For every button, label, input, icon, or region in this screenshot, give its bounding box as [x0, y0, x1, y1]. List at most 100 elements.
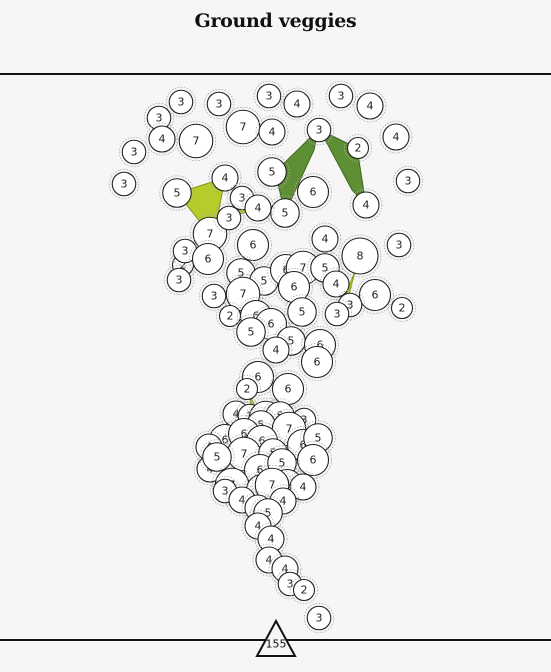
node-value: 2 — [301, 584, 308, 597]
puzzle-node[interactable]: 3 — [303, 602, 335, 634]
puzzle-node[interactable]: 3 — [321, 298, 353, 330]
puzzle-node[interactable]: 6 — [234, 226, 272, 264]
node-circle — [148, 125, 176, 153]
puzzle-node[interactable]: 6 — [294, 173, 332, 211]
puzzle-node[interactable]: 2 — [388, 294, 416, 322]
node-value: 7 — [300, 262, 307, 275]
node-value: 6 — [257, 464, 264, 477]
puzzle-node[interactable]: 5 — [267, 195, 303, 231]
puzzle-node[interactable]: 4 — [353, 89, 387, 123]
puzzle-node[interactable]: 3 — [203, 88, 235, 120]
puzzle-node[interactable]: 2 — [344, 134, 372, 162]
node-value: 6 — [255, 371, 262, 384]
node-halo — [298, 343, 336, 381]
node-value: 4 — [273, 344, 280, 357]
node-circle — [270, 198, 300, 228]
node-halo — [338, 234, 382, 278]
node-value: 4 — [233, 408, 240, 421]
node-circle — [166, 267, 192, 293]
node-value: 3 — [176, 274, 183, 287]
puzzle-node[interactable]: 3 — [325, 80, 357, 112]
node-value: 6 — [310, 186, 317, 199]
puzzle-node[interactable]: 2 — [290, 576, 318, 604]
puzzle-node[interactable]: 5 — [254, 154, 290, 190]
puzzle-node[interactable]: 4 — [280, 87, 314, 121]
node-value: 5 — [248, 326, 255, 339]
puzzle-node[interactable]: 3 — [118, 136, 150, 168]
node-value: 7 — [240, 288, 247, 301]
node-value: 4 — [322, 233, 329, 246]
node-value: 2 — [355, 142, 362, 155]
puzzle-node[interactable]: 4 — [308, 222, 342, 256]
node-value: 5 — [282, 207, 289, 220]
node-circle — [121, 139, 147, 165]
node-halo — [239, 358, 277, 396]
node-value: 6 — [285, 383, 292, 396]
node-value: 3 — [182, 245, 189, 258]
node-value: 6 — [259, 435, 266, 448]
node-halo — [284, 294, 320, 330]
puzzle-node[interactable]: 6 — [298, 343, 336, 381]
node-value: 3 — [239, 192, 246, 205]
puzzle-node[interactable]: 5 — [159, 175, 195, 211]
node-circle — [322, 270, 350, 298]
node-value: 3 — [405, 175, 412, 188]
puzzle-node[interactable]: 3 — [169, 235, 201, 267]
puzzle-node[interactable]: 5 — [284, 294, 320, 330]
node-halo — [250, 495, 286, 531]
puzzle-node[interactable]: 4 — [145, 122, 179, 156]
node-value: 8 — [357, 250, 364, 263]
node-value: 6 — [253, 310, 260, 323]
puzzle-node[interactable]: 3 — [163, 264, 195, 296]
puzzle-node[interactable]: 6 — [356, 276, 394, 314]
node-value: 6 — [222, 434, 229, 447]
node-halo — [307, 250, 343, 286]
puzzle-node[interactable]: 6 — [275, 268, 313, 306]
puzzle-node[interactable]: 4 — [349, 188, 383, 222]
puzzle-node[interactable]: 3 — [253, 80, 285, 112]
node-circle — [324, 301, 350, 327]
node-circle — [235, 377, 259, 401]
puzzle-node[interactable]: 4 — [255, 115, 289, 149]
node-value: 4 — [280, 495, 287, 508]
node-value: 6 — [317, 339, 324, 352]
puzzle-node[interactable]: 5 — [199, 439, 235, 475]
node-halo — [303, 602, 335, 634]
node-circle — [111, 171, 137, 197]
node-value: 7 — [286, 423, 293, 436]
node-halo — [198, 280, 230, 312]
node-circle — [211, 164, 239, 192]
node-circle — [283, 90, 311, 118]
node-halo — [294, 173, 332, 211]
puzzle-node[interactable]: 4 — [254, 522, 288, 556]
puzzle-node[interactable]: 4 — [259, 333, 293, 367]
node-halo — [301, 326, 339, 364]
puzzle-node[interactable]: 3 — [303, 114, 335, 146]
puzzle-node[interactable]: 4 — [241, 191, 275, 225]
puzzle-node[interactable]: 3 — [198, 280, 230, 312]
node-halo — [253, 80, 285, 112]
puzzle-node[interactable]: 6 — [189, 240, 227, 278]
node-circle — [306, 117, 332, 143]
puzzle-node[interactable]: 4 — [208, 161, 242, 195]
puzzle-node[interactable]: 5 — [233, 314, 269, 350]
node-halo — [108, 168, 140, 200]
puzzle-node[interactable]: 7 — [175, 120, 217, 162]
node-halo — [344, 134, 372, 162]
node-value: 3 — [222, 485, 229, 498]
puzzle-node[interactable]: 6 — [269, 370, 307, 408]
node-value: 4 — [367, 100, 374, 113]
puzzle-node[interactable]: 4 — [379, 120, 413, 154]
node-halo — [233, 314, 269, 350]
puzzle-node[interactable]: 3 — [108, 168, 140, 200]
puzzle-node[interactable]: 8 — [338, 234, 382, 278]
puzzle-node[interactable]: 3 — [383, 229, 415, 261]
node-value: 4 — [363, 199, 370, 212]
puzzle-node[interactable]: 3 — [392, 165, 424, 197]
node-value: 3 — [287, 578, 294, 591]
node-halo — [383, 229, 415, 261]
puzzle-node[interactable]: 3 — [165, 86, 197, 118]
node-halo — [388, 294, 416, 322]
puzzle-node[interactable]: 3 — [213, 202, 245, 234]
